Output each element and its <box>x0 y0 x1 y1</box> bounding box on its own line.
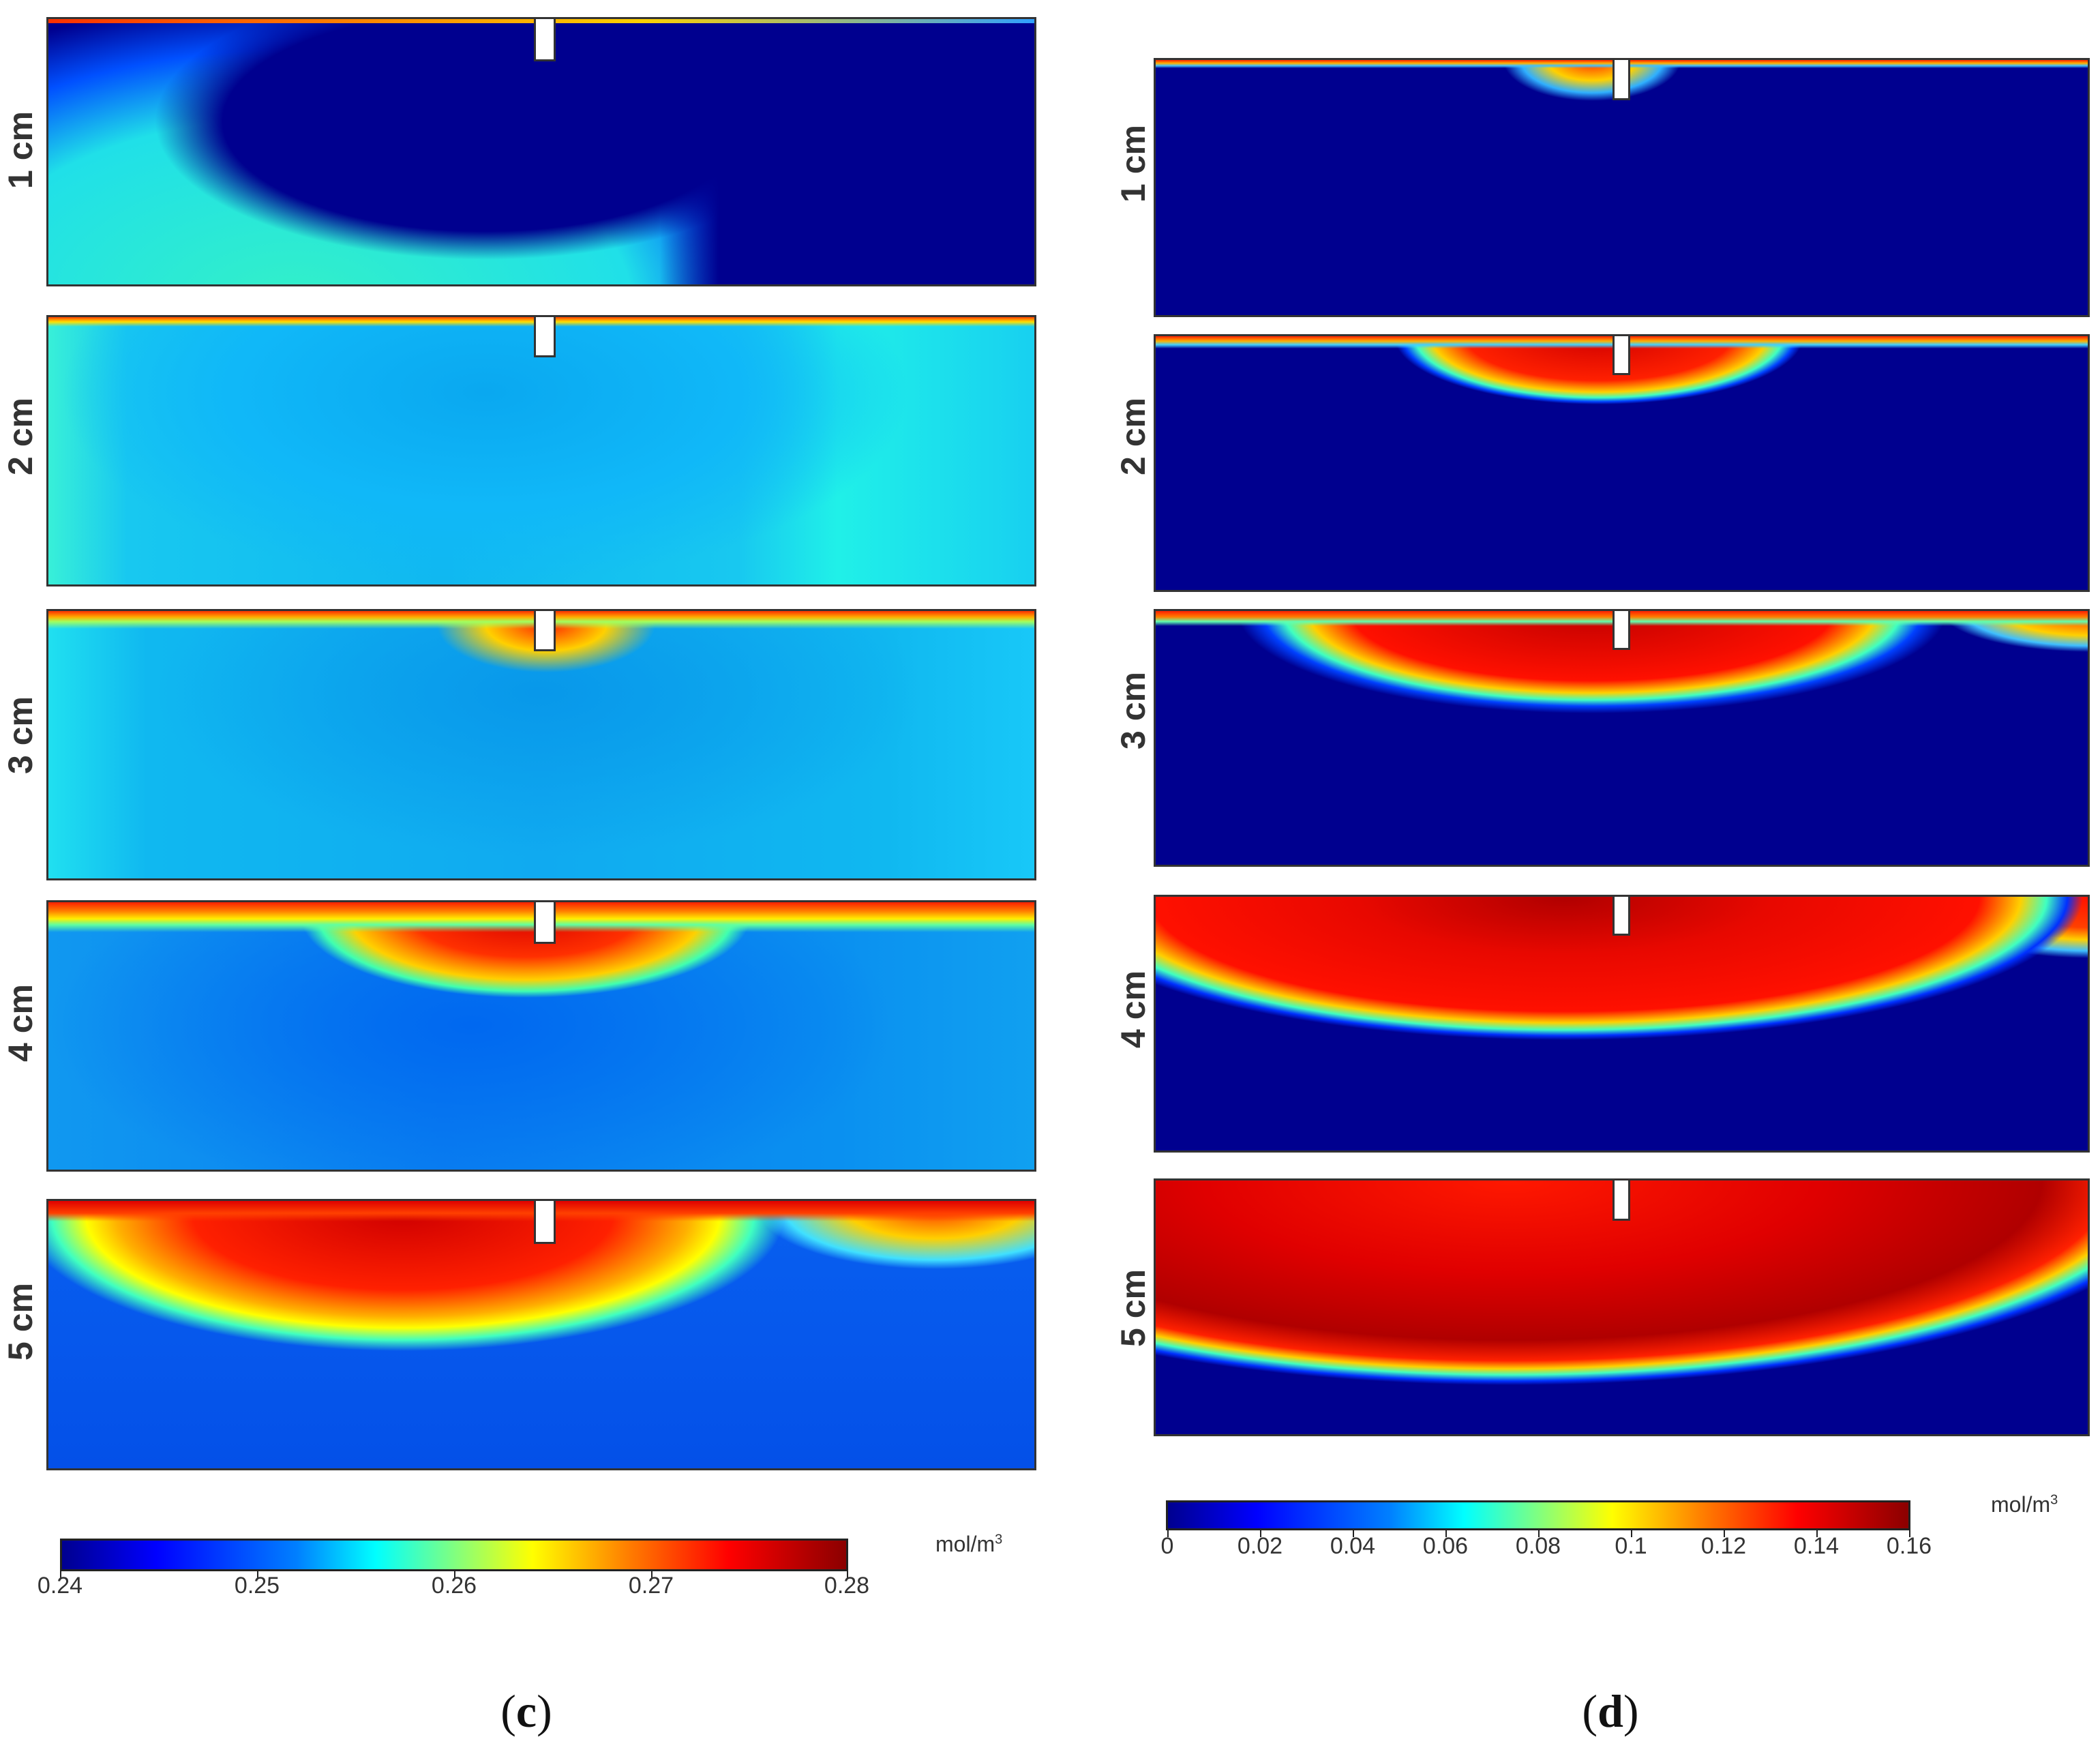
left-slot-4cm <box>534 902 556 944</box>
right-slot-1cm <box>1612 60 1630 100</box>
right-paren-close: ) <box>1623 1685 1639 1737</box>
left-paren-close: ) <box>537 1685 552 1737</box>
left-panel-5cm <box>46 1199 1036 1470</box>
left-panel-4cm <box>46 900 1036 1172</box>
right-panel-5cm <box>1154 1178 2090 1436</box>
right-slot-4cm <box>1612 897 1630 936</box>
left-tick-label: 0.24 <box>37 1573 83 1599</box>
left-slot-3cm <box>534 611 556 651</box>
right-tick-mark <box>1631 1530 1632 1537</box>
left-field-3cm <box>48 611 1034 878</box>
right-tick-label: 0.12 <box>1700 1533 1747 1559</box>
right-subfigure-label: (d) <box>1582 1684 1638 1738</box>
right-field-3cm <box>1156 611 2088 865</box>
right-tick-label: 0.1 <box>1615 1533 1647 1559</box>
left-unit-exp: 3 <box>995 1532 1003 1547</box>
left-row-label-2: 2 cm <box>1 398 40 475</box>
right-letter: d <box>1597 1685 1623 1737</box>
right-tick-mark <box>1167 1530 1169 1537</box>
left-row-label-4: 4 cm <box>1 984 40 1062</box>
right-slot-2cm <box>1612 336 1630 375</box>
right-tick-mark <box>1353 1530 1354 1537</box>
left-subfigure-label: (c) <box>500 1684 552 1738</box>
right-colorbar <box>1166 1500 1910 1530</box>
left-panel-2cm <box>46 315 1036 587</box>
right-field-5cm <box>1156 1181 2088 1434</box>
left-tick-mark <box>847 1571 848 1578</box>
right-panel-4cm <box>1154 895 2090 1153</box>
right-slot-3cm <box>1612 611 1630 650</box>
right-field-1cm <box>1156 60 2088 315</box>
left-unit-base: mol/m <box>935 1532 995 1556</box>
right-panel-1cm <box>1154 58 2090 317</box>
left-slot-1cm <box>534 19 556 61</box>
left-field-1cm <box>48 19 1034 284</box>
left-tick-mark <box>651 1571 652 1578</box>
left-slot-5cm <box>534 1201 556 1244</box>
right-row-label-1: 1 cm <box>1114 125 1152 203</box>
left-tick-label: 0.25 <box>234 1573 280 1599</box>
left-tick-label: 0.27 <box>628 1573 674 1599</box>
left-panel-3cm <box>46 609 1036 880</box>
right-tick-mark <box>1260 1530 1261 1537</box>
left-paren-open: ( <box>500 1685 516 1737</box>
right-tick-label: 0.06 <box>1422 1533 1469 1559</box>
right-colorbar-unit: mol/m3 <box>1991 1492 2058 1517</box>
left-slot-2cm <box>534 317 556 357</box>
left-tick-mark <box>454 1571 455 1578</box>
left-letter: c <box>515 1685 537 1737</box>
left-row-label-3: 3 cm <box>1 696 40 774</box>
right-row-label-2: 2 cm <box>1114 398 1152 475</box>
right-paren-open: ( <box>1582 1685 1598 1737</box>
left-row-label-5: 5 cm <box>1 1283 40 1361</box>
right-row-label-5: 5 cm <box>1114 1269 1152 1347</box>
left-tick-mark <box>257 1571 258 1578</box>
left-colorbar <box>60 1539 848 1571</box>
right-tick-label: 0 <box>1160 1533 1174 1559</box>
right-panel-3cm <box>1154 609 2090 867</box>
right-tick-label: 0.02 <box>1237 1533 1283 1559</box>
right-panel-2cm <box>1154 334 2090 592</box>
left-tick-mark <box>60 1571 61 1578</box>
right-field-2cm <box>1156 336 2088 590</box>
right-field-4cm <box>1156 897 2088 1150</box>
right-tick-mark <box>1816 1530 1818 1537</box>
left-field-2cm <box>48 317 1034 584</box>
left-colorbar-unit: mol/m3 <box>935 1532 1002 1557</box>
left-field-5cm <box>48 1201 1034 1468</box>
right-unit-base: mol/m <box>1991 1492 2051 1517</box>
right-tick-mark <box>1445 1530 1447 1537</box>
right-tick-label: 0.08 <box>1515 1533 1561 1559</box>
right-slot-5cm <box>1612 1181 1630 1221</box>
right-row-label-3: 3 cm <box>1114 672 1152 749</box>
right-row-label-4: 4 cm <box>1114 970 1152 1048</box>
right-tick-mark <box>1724 1530 1725 1537</box>
right-tick-mark <box>1538 1530 1540 1537</box>
right-tick-label: 0.16 <box>1886 1533 1932 1559</box>
left-field-4cm <box>48 902 1034 1170</box>
left-panel-1cm <box>46 17 1036 286</box>
right-tick-label: 0.14 <box>1793 1533 1840 1559</box>
left-tick-label: 0.26 <box>431 1573 477 1599</box>
right-tick-label: 0.04 <box>1330 1533 1376 1559</box>
left-row-label-1: 1 cm <box>1 111 40 189</box>
right-tick-mark <box>1909 1530 1910 1537</box>
left-tick-label: 0.28 <box>824 1573 870 1599</box>
right-unit-exp: 3 <box>2050 1492 2058 1508</box>
